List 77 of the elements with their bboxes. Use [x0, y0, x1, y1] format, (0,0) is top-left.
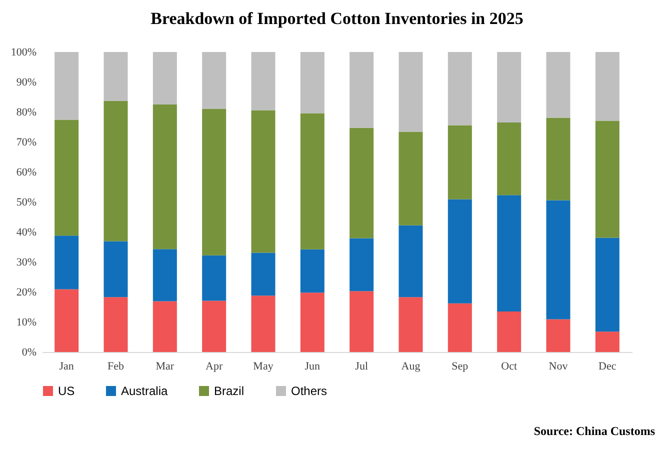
y-tick-label: 10%	[16, 316, 36, 328]
bar	[546, 118, 570, 200]
y-tick-label: 0%	[22, 346, 36, 358]
bar	[54, 120, 79, 236]
bar	[54, 236, 79, 290]
y-tick-label: 70%	[16, 136, 36, 148]
bar	[398, 52, 423, 132]
legend-label: Brazil	[214, 384, 244, 398]
bar	[251, 110, 276, 253]
bar	[350, 291, 374, 352]
x-tick-label: May	[253, 360, 274, 372]
x-tick-label: Aug	[401, 360, 421, 372]
bar	[350, 238, 374, 292]
y-tick-label: 60%	[16, 166, 36, 178]
x-tick-label: Jan	[59, 360, 74, 372]
bar	[300, 52, 324, 114]
bar	[152, 249, 177, 302]
bar	[104, 100, 128, 242]
bar	[398, 297, 423, 352]
bar	[152, 104, 177, 250]
y-tick-label: 20%	[16, 286, 36, 298]
bar	[497, 122, 522, 196]
x-tick-label: Nov	[548, 360, 568, 372]
x-tick-label: Jun	[304, 360, 321, 372]
bar	[202, 255, 226, 301]
bar	[546, 52, 570, 118]
bar	[595, 120, 620, 238]
bar	[595, 332, 620, 352]
y-tick-label: 30%	[16, 256, 36, 268]
bar	[448, 125, 472, 200]
x-tick-label: Oct	[501, 360, 518, 372]
x-tick-label: Sep	[452, 360, 469, 372]
legend-label: Australia	[121, 384, 168, 398]
bar	[350, 128, 374, 238]
bar	[448, 303, 472, 352]
bar	[595, 52, 620, 121]
x-tick-label: Feb	[108, 360, 124, 372]
bar	[202, 52, 226, 109]
bar	[300, 113, 324, 250]
chart-title: Breakdown of Imported Cotton Inventories in 2025	[150, 9, 524, 28]
bar	[202, 300, 226, 352]
y-tick-label: 50%	[16, 196, 36, 208]
x-tick-label: Mar	[156, 360, 174, 372]
bar	[497, 52, 522, 122]
bar	[350, 52, 374, 128]
bar	[54, 289, 79, 352]
bar	[546, 200, 570, 320]
bar	[497, 312, 522, 352]
y-tick-label: 100%	[10, 46, 36, 58]
bar	[497, 195, 522, 312]
x-tick-label: Jul	[355, 360, 368, 372]
bar	[202, 108, 226, 256]
source-note: Source: China Customs	[534, 424, 655, 439]
bar	[152, 52, 177, 104]
bar	[595, 238, 620, 332]
bar	[152, 301, 177, 352]
bar	[54, 52, 79, 120]
bar	[251, 52, 276, 110]
bar	[300, 249, 324, 293]
bar	[398, 132, 423, 226]
y-tick-label: 90%	[16, 76, 36, 88]
legend-label: US	[58, 384, 75, 398]
y-tick-label: 40%	[16, 226, 36, 238]
bar	[448, 199, 472, 304]
y-tick-label: 80%	[16, 106, 36, 118]
bar	[251, 296, 276, 352]
bar	[104, 52, 128, 101]
bar	[104, 241, 128, 298]
legend-label: Others	[291, 384, 328, 398]
bar	[398, 225, 423, 298]
bar	[251, 252, 276, 296]
bar	[104, 297, 128, 352]
bar	[300, 292, 324, 352]
x-tick-label: Apr	[206, 360, 223, 372]
x-tick-label: Dec	[598, 360, 616, 372]
bar	[546, 319, 570, 352]
bar	[448, 52, 472, 126]
